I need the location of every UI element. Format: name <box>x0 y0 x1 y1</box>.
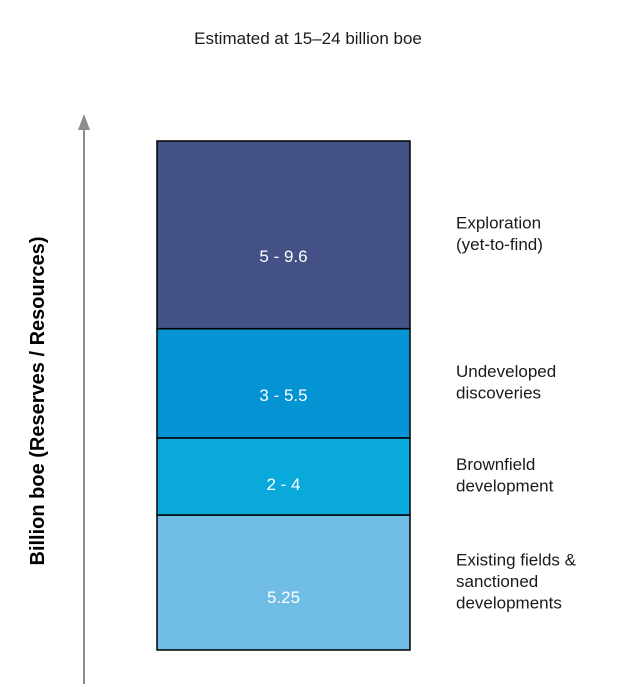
y-axis <box>78 114 90 684</box>
category-label-line: Exploration <box>456 214 541 233</box>
bar-segment-brownfield-development <box>156 437 411 516</box>
bar-segment-exploration-yet-to-find <box>156 140 411 330</box>
bar-segment-undeveloped-discoveries <box>156 327 411 439</box>
value-label-exploration-yet-to-find: 5 - 9.6 <box>259 247 307 266</box>
category-label-line: Brownfield <box>456 455 535 474</box>
category-label-existing-fields-sanctioned-developments: Existing fields & sanctioned developments <box>456 551 577 613</box>
value-label-brownfield-development: 2 - 4 <box>266 475 300 494</box>
category-label-line: developments <box>456 594 562 613</box>
category-label-line: development <box>456 477 554 496</box>
value-label-undeveloped-discoveries: 3 - 5.5 <box>259 386 307 405</box>
chart-title: Estimated at 15–24 billion boe <box>194 29 422 48</box>
category-label-line: sanctioned <box>456 572 538 591</box>
category-label-brownfield-development: Brownfield development <box>456 455 554 496</box>
y-axis-arrowhead <box>78 114 90 130</box>
segment-category-labels: Existing fields & sanctioned developments B… <box>456 214 577 613</box>
category-label-exploration-yet-to-find: Exploration (yet-to-find) <box>456 214 543 255</box>
stacked-bar: 5.25 2 - 4 3 - 5.5 5 - 9.6 <box>156 140 411 651</box>
category-label-line: (yet-to-find) <box>456 235 543 254</box>
category-label-undeveloped-discoveries: Undeveloped discoveries <box>456 362 556 403</box>
y-axis-label: Billion boe (Reserves / Resources) <box>27 236 49 565</box>
category-label-line: Undeveloped <box>456 362 556 381</box>
bar-segment-existing-fields-sanctioned-developments <box>156 514 411 651</box>
category-label-line: discoveries <box>456 384 541 403</box>
value-label-existing-fields-sanctioned-developments: 5.25 <box>267 588 300 607</box>
category-label-line: Existing fields & <box>456 551 577 570</box>
